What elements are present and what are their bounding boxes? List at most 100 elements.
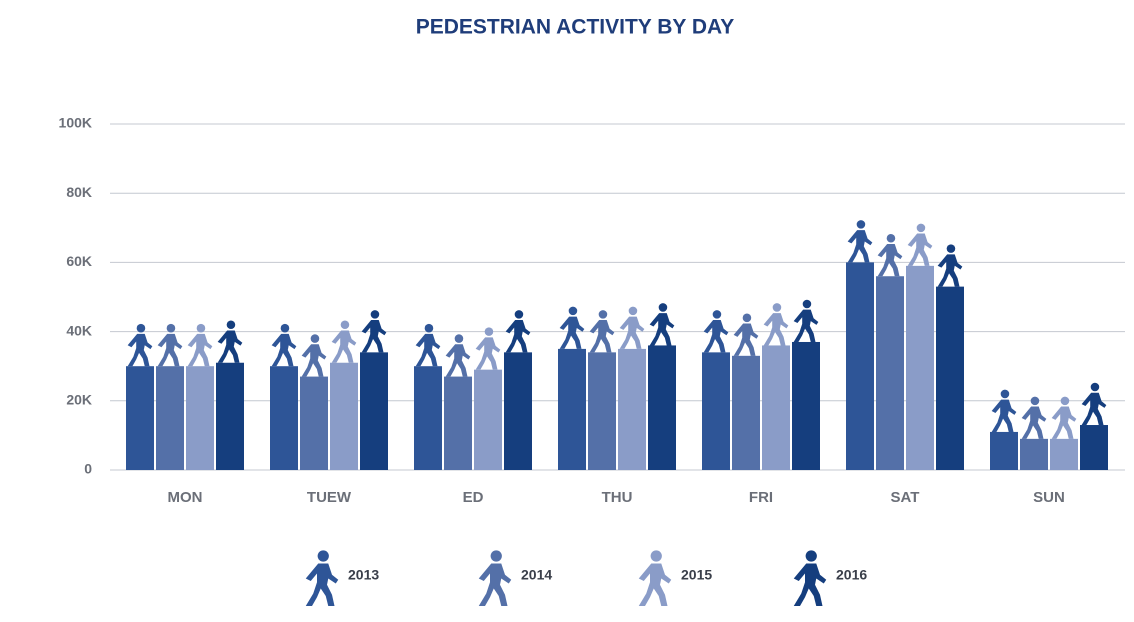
bar bbox=[792, 341, 820, 470]
icon-body bbox=[793, 309, 819, 342]
icon-head bbox=[166, 323, 176, 333]
icon-body bbox=[559, 316, 585, 349]
icon-head bbox=[916, 223, 926, 233]
icon-head bbox=[1030, 396, 1040, 406]
bar bbox=[330, 362, 358, 470]
icon-body bbox=[991, 399, 1017, 432]
bar bbox=[588, 352, 616, 470]
icon-body bbox=[478, 563, 512, 606]
pedestrian-icon bbox=[703, 310, 729, 353]
pedestrian-icon bbox=[361, 310, 387, 353]
pedestrian-icon bbox=[733, 313, 759, 356]
bar bbox=[270, 366, 298, 470]
pedestrian-icon bbox=[187, 323, 213, 367]
legend-label: 2015 bbox=[681, 567, 712, 583]
bar bbox=[732, 355, 760, 470]
pedestrian-icon bbox=[1081, 382, 1107, 426]
bar bbox=[1020, 438, 1048, 470]
icon-body bbox=[331, 330, 357, 363]
bar bbox=[990, 431, 1018, 470]
chart-title: PEDESTRIAN ACTIVITY BY DAY bbox=[416, 16, 735, 39]
icon-body bbox=[793, 563, 827, 606]
x-tick-label: FRI bbox=[749, 489, 773, 506]
icon-body bbox=[703, 320, 729, 353]
y-tick-label: 40K bbox=[66, 322, 92, 338]
legend-label: 2014 bbox=[521, 567, 552, 583]
pedestrian-icon bbox=[1021, 396, 1047, 439]
bar bbox=[876, 276, 904, 470]
icon-body bbox=[445, 344, 471, 377]
icon-head bbox=[598, 310, 608, 319]
icon-head bbox=[658, 303, 668, 312]
x-tick-label: THU bbox=[602, 489, 633, 506]
icon-body bbox=[733, 323, 759, 356]
pedestrian-icon bbox=[478, 550, 512, 606]
y-tick-label: 20K bbox=[66, 392, 92, 408]
icon-body bbox=[361, 320, 387, 353]
pedestrian-icon bbox=[907, 223, 933, 266]
x-tick-label: MON bbox=[168, 489, 203, 506]
icon-head bbox=[772, 303, 782, 312]
icon-head bbox=[317, 550, 329, 562]
pedestrian-icon bbox=[638, 550, 672, 606]
icon-head bbox=[514, 310, 524, 319]
pedestrian-icon bbox=[559, 306, 585, 349]
icon-body bbox=[907, 233, 933, 266]
bar bbox=[360, 352, 388, 470]
icon-head bbox=[802, 299, 812, 309]
pedestrian-icon bbox=[415, 323, 441, 367]
pedestrian-icon bbox=[217, 320, 243, 363]
icon-body bbox=[305, 563, 339, 606]
icon-head bbox=[136, 323, 146, 333]
pedestrian-icon bbox=[877, 233, 903, 277]
pedestrian-icon bbox=[271, 323, 297, 367]
bar bbox=[414, 366, 442, 470]
pedestrian-icon bbox=[619, 306, 645, 349]
pedestrian-icon bbox=[649, 303, 675, 346]
pedestrian-icon bbox=[937, 244, 963, 287]
x-tick-label: SAT bbox=[891, 489, 920, 506]
icon-body bbox=[1021, 406, 1047, 439]
icon-body bbox=[649, 313, 675, 346]
icon-body bbox=[589, 320, 615, 353]
icon-body bbox=[877, 243, 903, 277]
icon-head bbox=[1060, 396, 1070, 406]
y-tick-label: 0 bbox=[84, 461, 92, 477]
bar bbox=[618, 348, 646, 470]
x-tick-label: SUN bbox=[1033, 489, 1065, 506]
icon-body bbox=[127, 333, 153, 367]
icon-head bbox=[226, 320, 236, 330]
y-tick-label: 60K bbox=[66, 253, 92, 269]
pedestrian-icon bbox=[475, 327, 501, 370]
icon-body bbox=[847, 230, 873, 263]
icon-head bbox=[712, 310, 722, 319]
icon-head bbox=[484, 327, 494, 336]
bar bbox=[1080, 425, 1108, 470]
pedestrian-icon bbox=[763, 303, 789, 346]
pedestrian-icon bbox=[847, 220, 873, 263]
pedestrian-icon bbox=[991, 389, 1017, 432]
icon-head bbox=[946, 244, 956, 253]
icon-head bbox=[1090, 382, 1100, 392]
icon-body bbox=[619, 316, 645, 349]
bar bbox=[648, 345, 676, 470]
icon-body bbox=[505, 320, 531, 353]
icon-head bbox=[340, 320, 350, 330]
pedestrian-icon bbox=[331, 320, 357, 363]
icon-head bbox=[490, 550, 502, 562]
icon-head bbox=[856, 220, 866, 229]
pedestrian-icon bbox=[305, 550, 339, 606]
pedestrian-icon bbox=[301, 334, 327, 377]
icon-body bbox=[763, 313, 789, 346]
pedestrian-icon bbox=[1051, 396, 1077, 439]
icon-head bbox=[742, 313, 752, 323]
icon-body bbox=[638, 563, 672, 606]
bar bbox=[1050, 438, 1078, 470]
bar bbox=[186, 366, 214, 470]
bar bbox=[126, 366, 154, 470]
pedestrian-icon bbox=[793, 550, 827, 606]
y-tick-label: 100K bbox=[59, 115, 92, 131]
pedestrian-icon bbox=[589, 310, 615, 353]
bar bbox=[156, 366, 184, 470]
